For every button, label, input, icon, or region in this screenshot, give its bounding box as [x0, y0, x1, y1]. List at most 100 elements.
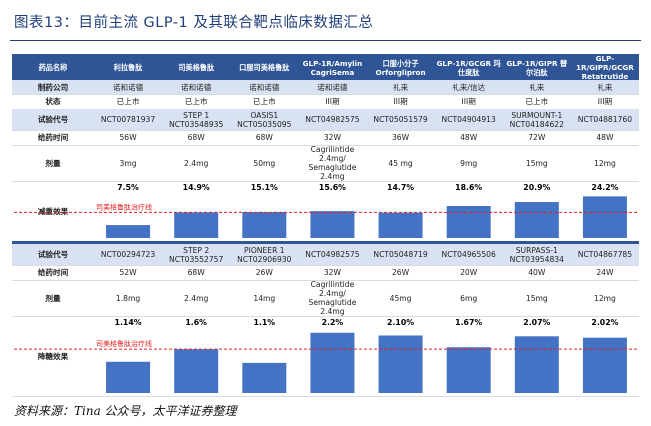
- weight-loss-chart: 减重效果 7.5% 14.9% 15.1% 15.6% 14.7% 18.6% 20.9% 2…: [12, 181, 639, 242]
- table-cell: NCT04965506: [441, 250, 496, 259]
- row-label: 给药时间: [37, 268, 69, 277]
- bar: [514, 336, 559, 393]
- bar-value-label: 18.6%: [455, 183, 482, 192]
- table-cell: 已上市: [116, 97, 140, 106]
- table-cell: 礼来: [529, 82, 545, 92]
- header-drug: GLP-1R/Amylin CagriSema: [302, 58, 363, 77]
- bar-value-label: 14.7%: [387, 183, 414, 192]
- row-time-2: 给药时间 52W 68W 26W 32W 26W 20W 40W 24W: [12, 265, 639, 281]
- bar-value-label: 24.2%: [591, 183, 618, 192]
- row-label: 试验代号: [37, 115, 69, 124]
- table-header: 药品名称 利拉鲁肽 司美格鲁肽 口服司美格鲁肽 GLP-1R/Amylin Cagri…: [12, 54, 639, 81]
- row-label: 制药公司: [37, 82, 69, 92]
- table-cell: 45 mg: [388, 158, 413, 168]
- table-cell: III期: [597, 97, 613, 106]
- bar-value-label: 20.9%: [523, 183, 550, 192]
- section-divider: [12, 241, 639, 244]
- row-label: 试验代号: [37, 250, 69, 259]
- bar-value-label: 2.02%: [591, 318, 618, 327]
- bar-value-label: 2.10%: [387, 318, 414, 327]
- bar-value-label: 1.1%: [254, 318, 276, 327]
- table-cell: 48W: [596, 133, 614, 142]
- bar-value-label: 15.6%: [319, 183, 346, 192]
- table-cell: 45mg: [389, 293, 412, 303]
- table-cell: 6mg: [460, 293, 478, 303]
- bar: [378, 212, 423, 238]
- table-cell: NCT05048719: [373, 250, 428, 259]
- table-cell: OASIS1 NCT05035095: [237, 110, 292, 129]
- bar-value-label: 1.67%: [455, 318, 482, 327]
- row-label: 状态: [45, 97, 61, 106]
- table-cell: 已上市: [184, 97, 208, 106]
- table-cell: 32W: [323, 268, 342, 277]
- bar-value-label: 1.6%: [185, 318, 207, 327]
- table-cell: 12mg: [593, 158, 616, 168]
- table-cell: 1.8mg: [115, 293, 141, 303]
- table-cell: NCT04904913: [441, 115, 496, 124]
- bar: [310, 211, 355, 238]
- table-cell: 50mg: [253, 158, 276, 168]
- table-cell: 36W: [391, 133, 410, 142]
- page-title: 图表13：目前主流 GLP-1 及其联合靶点临床数据汇总: [14, 14, 374, 31]
- bar: [582, 337, 627, 393]
- table-cell: NCT04982575: [305, 250, 360, 259]
- bar: [446, 347, 491, 393]
- table-cell: 15mg: [525, 158, 548, 168]
- row-label: 剂量: [45, 293, 61, 303]
- table-cell: 3mg: [119, 158, 137, 168]
- title-divider: [10, 40, 641, 41]
- table-cell: 2.4mg: [184, 158, 209, 168]
- table-cell: 礼来: [392, 82, 409, 92]
- bar-value-label: 14.9%: [183, 183, 210, 192]
- row-trial-2: 试验代号 NCT00294723 STEP 2 NCT03552757 PIONEER…: [12, 244, 639, 266]
- source-note: 资料来源：Tina 公众号，太平洋证券整理: [14, 404, 237, 418]
- table-cell: NCT04867785: [577, 250, 633, 259]
- bar-chart: 7.5% 14.9% 15.1% 15.6% 14.7% 18.6% 20.9% 24.2% 司…: [14, 183, 639, 238]
- table-cell: 已上市: [252, 97, 276, 106]
- bar: [242, 362, 287, 393]
- bar-value-label: 15.1%: [251, 183, 278, 192]
- row-company: 制药公司 诺和诺德 诺和诺德 诺和诺德 诺和诺德 礼来 礼来/信达 礼来 礼来: [12, 80, 639, 95]
- header-drug: GLP-1R/GCGR 玛仕度肽: [436, 58, 501, 77]
- bar: [174, 212, 219, 238]
- table-cell: SURMOUNT-1 NCT04184622: [509, 110, 564, 129]
- table-cell: 礼来/信达: [452, 82, 486, 92]
- bar: [310, 332, 355, 393]
- table-cell: 已上市: [525, 97, 549, 106]
- bar: [174, 349, 219, 393]
- table-cell: 2.4mg: [184, 293, 209, 303]
- bar: [582, 196, 627, 238]
- row-label: 给药时间: [37, 133, 69, 142]
- table-cell: 14mg: [253, 293, 276, 303]
- glucose-lowering-label: 降糖效果: [37, 351, 69, 361]
- table-cell: 68W: [187, 268, 205, 277]
- table-cell: 诺和诺德: [317, 82, 348, 92]
- row-trial-1: 试验代号 NCT00781937 STEP 1 NCT03548935 OASIS1 …: [12, 109, 639, 131]
- bar: [242, 212, 287, 238]
- bar-chart: 1.14% 1.6% 1.1% 2.2% 2.10% 1.67% 2.07% 2.02% 司美格…: [14, 318, 639, 393]
- table-cell: NCT04982575: [305, 115, 360, 124]
- table-cell: III期: [325, 97, 340, 106]
- table-cell: 40W: [528, 268, 546, 277]
- table-cell: 9mg: [460, 158, 478, 168]
- table-cell: Cagrilintide 2.4mg/ Semaglutide 2.4mg: [308, 145, 357, 181]
- table-cell: 72W: [528, 133, 546, 142]
- table-cell: 56W: [119, 133, 137, 142]
- table-cell: 26W: [255, 268, 273, 277]
- table-cell: 诺和诺德: [112, 82, 144, 92]
- row-status: 状态 已上市 已上市 已上市 III期 III期 III期 已上市 III期: [12, 94, 639, 110]
- row-time-1: 给药时间 56W 68W 68W 32W 36W 48W 72W 48W: [12, 130, 639, 146]
- table-cell: 24W: [596, 268, 614, 277]
- table-cell: 礼来: [597, 82, 613, 92]
- reference-line-label: 司美格鲁肽治疗线: [96, 202, 152, 211]
- table-cell: 12mg: [593, 293, 616, 303]
- table-cell: NCT04881760: [577, 115, 633, 124]
- header-drug: 利拉鲁肽: [113, 63, 143, 72]
- header-drug: GLP-1R/GIPR 替尔泊肽: [506, 58, 568, 77]
- table-cell: 48W: [460, 133, 478, 142]
- table-cell: 52W: [119, 268, 137, 277]
- bar-value-label: 7.5%: [117, 183, 139, 192]
- table-cell: 诺和诺德: [181, 82, 212, 92]
- header-drug: 口服司美格鲁肽: [239, 63, 290, 72]
- bar: [446, 206, 491, 238]
